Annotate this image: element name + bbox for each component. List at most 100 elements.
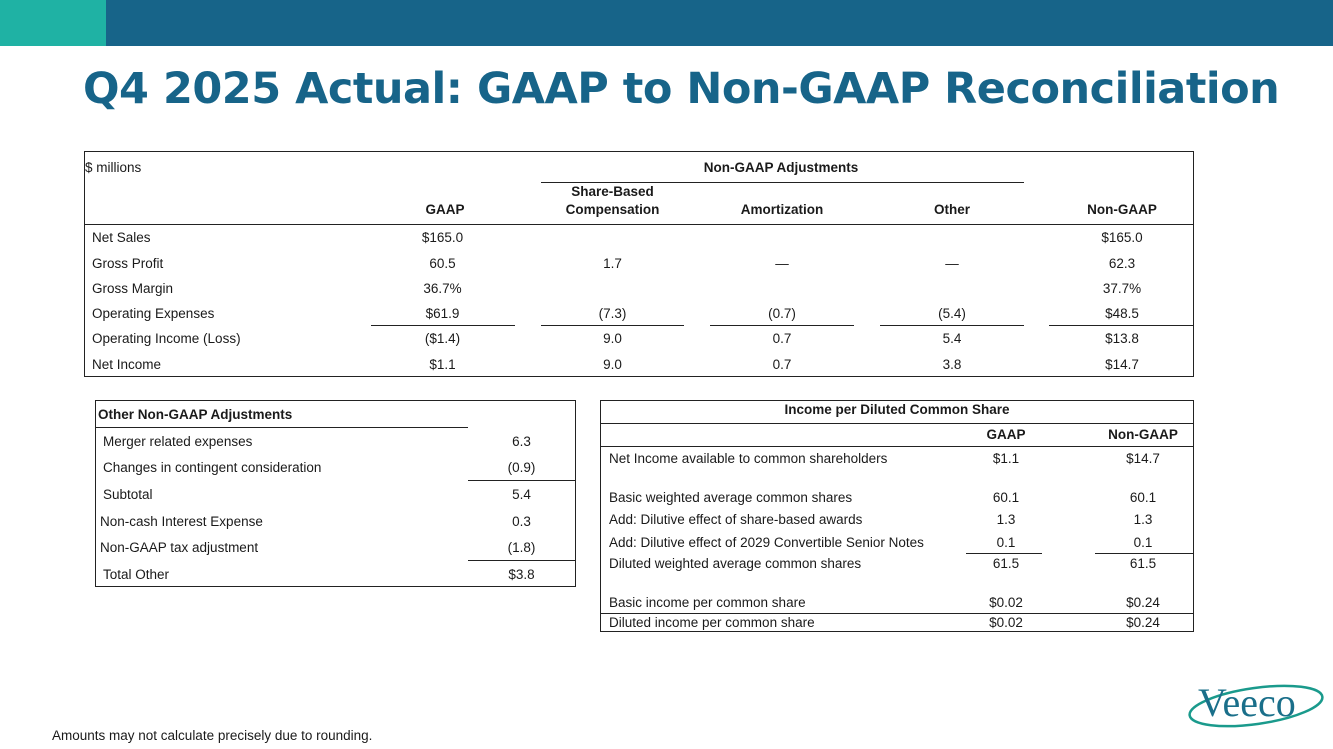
- cell-amortization: (0.7): [768, 306, 796, 321]
- cell-nongaap: $14.7: [1105, 357, 1139, 372]
- page-title: Q4 2025 Actual: GAAP to Non-GAAP Reconci…: [83, 64, 1280, 114]
- total-underline: [468, 560, 575, 561]
- cell-gaap: 36.7%: [423, 281, 462, 296]
- cell-other: (5.4): [938, 306, 966, 321]
- reconciliation-table: $ millions Non-GAAP Adjustments GAAP Sha…: [84, 151, 1194, 377]
- col-header-sbc-line1: Share-Based: [571, 184, 654, 199]
- rounding-footnote: Amounts may not calculate precisely due …: [52, 728, 373, 743]
- cell-gaap: 1.3: [996, 512, 1016, 527]
- cell-nongaap: $13.8: [1105, 331, 1139, 346]
- sum-underline-other: [880, 325, 1024, 326]
- row-label: Net Sales: [92, 230, 151, 245]
- sum-underline-amortization: [710, 325, 854, 326]
- cell-gaap: $1.1: [429, 357, 456, 372]
- cell-amortization: 0.7: [772, 357, 792, 372]
- header-divider: [85, 224, 1193, 225]
- cell-sbc: 1.7: [603, 256, 622, 271]
- sum-underline-gaap: [371, 325, 515, 326]
- group-header-underline: [541, 182, 1024, 183]
- cell-gaap: ($1.4): [424, 331, 461, 346]
- cell-gaap: $165.0: [421, 230, 464, 245]
- col-header-other: Other: [933, 202, 970, 217]
- shares-underline-gaap: [966, 553, 1042, 554]
- row-label: Gross Profit: [92, 256, 164, 271]
- cell-sbc: 9.0: [603, 331, 622, 346]
- row-label: Net Income available to common sharehold…: [609, 451, 888, 466]
- row-label: Basic weighted average common shares: [609, 490, 853, 505]
- cell-value: (0.9): [507, 460, 536, 475]
- cell-nongaap: $48.5: [1105, 306, 1139, 321]
- cell-sbc: 9.0: [603, 357, 622, 372]
- cell-gaap: $0.02: [989, 595, 1023, 610]
- row-label: Operating Income (Loss): [92, 331, 241, 346]
- eps-title-divider: [601, 423, 1193, 424]
- row-label: Add: Dilutive effect of share-based awar…: [609, 512, 863, 527]
- eps-col-nongaap: Non-GAAP: [1108, 427, 1178, 442]
- sum-underline-sbc: [541, 325, 684, 326]
- cell-value: (1.8): [507, 540, 536, 555]
- cell-gaap: 61.5: [992, 556, 1020, 571]
- cell-nongaap: 61.5: [1129, 556, 1157, 571]
- col-header-gaap: GAAP: [425, 202, 465, 217]
- cell-sbc: (7.3): [598, 306, 627, 321]
- eps-bottom-divider: [601, 613, 1193, 614]
- eps-table-title: Income per Diluted Common Share: [784, 402, 1010, 417]
- cell-nongaap: 37.7%: [1102, 281, 1142, 296]
- row-label: Add: Dilutive effect of 2029 Convertible…: [609, 535, 924, 550]
- cell-nongaap: 0.1: [1133, 535, 1153, 550]
- cell-amortization: 0.7: [772, 331, 792, 346]
- cell-nongaap: 1.3: [1133, 512, 1153, 527]
- col-header-amortization: Amortization: [740, 202, 824, 217]
- cell-nongaap: 60.1: [1129, 490, 1157, 505]
- cell-other: —: [945, 256, 959, 271]
- units-label: $ millions: [85, 160, 142, 175]
- eps-col-gaap: GAAP: [986, 427, 1026, 442]
- cell-value: 5.4: [512, 487, 531, 502]
- row-label: Total Other: [103, 567, 170, 582]
- row-label: Diluted income per common share: [609, 615, 815, 630]
- cell-other: 3.8: [942, 357, 962, 372]
- cell-nongaap: $14.7: [1126, 451, 1160, 466]
- row-label: Merger related expenses: [103, 434, 253, 449]
- sum-underline-nongaap: [1049, 325, 1194, 326]
- cell-gaap: 60.1: [992, 490, 1020, 505]
- eps-table: Income per Diluted Common Share GAAP Non…: [600, 400, 1194, 632]
- cell-nongaap: $0.24: [1126, 615, 1160, 630]
- other-adjustments-table: Other Non-GAAP Adjustments Merger relate…: [95, 400, 576, 587]
- row-label: Non-cash Interest Expense: [100, 514, 263, 529]
- cell-gaap: $0.02: [989, 615, 1023, 630]
- eps-header-divider: [601, 446, 1193, 447]
- cell-gaap: $1.1: [992, 451, 1020, 466]
- cell-value: 6.3: [512, 434, 531, 449]
- row-label: Diluted weighted average common shares: [609, 556, 862, 571]
- veeco-logo: Veeco: [1186, 676, 1326, 732]
- logo-text: Veeco: [1198, 680, 1296, 725]
- shares-underline-nongaap: [1095, 553, 1193, 554]
- cell-other: 5.4: [942, 331, 962, 346]
- cell-value: 0.3: [512, 514, 531, 529]
- adjustments-group-header: Non-GAAP Adjustments: [703, 160, 859, 175]
- col-header-sbc-line2: Compensation: [565, 202, 660, 217]
- row-label: Subtotal: [103, 487, 153, 502]
- veeco-logo-icon: Veeco: [1188, 680, 1324, 728]
- cell-value: $3.8: [508, 567, 535, 582]
- col-header-nongaap: Non-GAAP: [1087, 202, 1157, 217]
- row-label: Operating Expenses: [92, 306, 215, 321]
- cell-nongaap: $0.24: [1126, 595, 1160, 610]
- row-label: Gross Margin: [92, 281, 174, 296]
- other-table-title: Other Non-GAAP Adjustments: [98, 407, 293, 422]
- cell-gaap: $61.9: [425, 306, 460, 321]
- cell-gaap: 60.5: [429, 256, 456, 271]
- subtotal-underline: [468, 480, 575, 481]
- row-label: Basic income per common share: [609, 595, 806, 610]
- top-banner-accent: [0, 0, 106, 46]
- row-label: Changes in contingent consideration: [103, 460, 322, 475]
- top-banner: [0, 0, 1333, 46]
- cell-amortization: —: [775, 256, 789, 271]
- cell-nongaap: $165.0: [1101, 230, 1143, 245]
- row-label: Net Income: [92, 357, 162, 372]
- cell-gaap: 0.1: [996, 535, 1016, 550]
- cell-nongaap: 62.3: [1108, 256, 1136, 271]
- other-title-underline: [96, 427, 468, 428]
- row-label: Non-GAAP tax adjustment: [100, 540, 259, 555]
